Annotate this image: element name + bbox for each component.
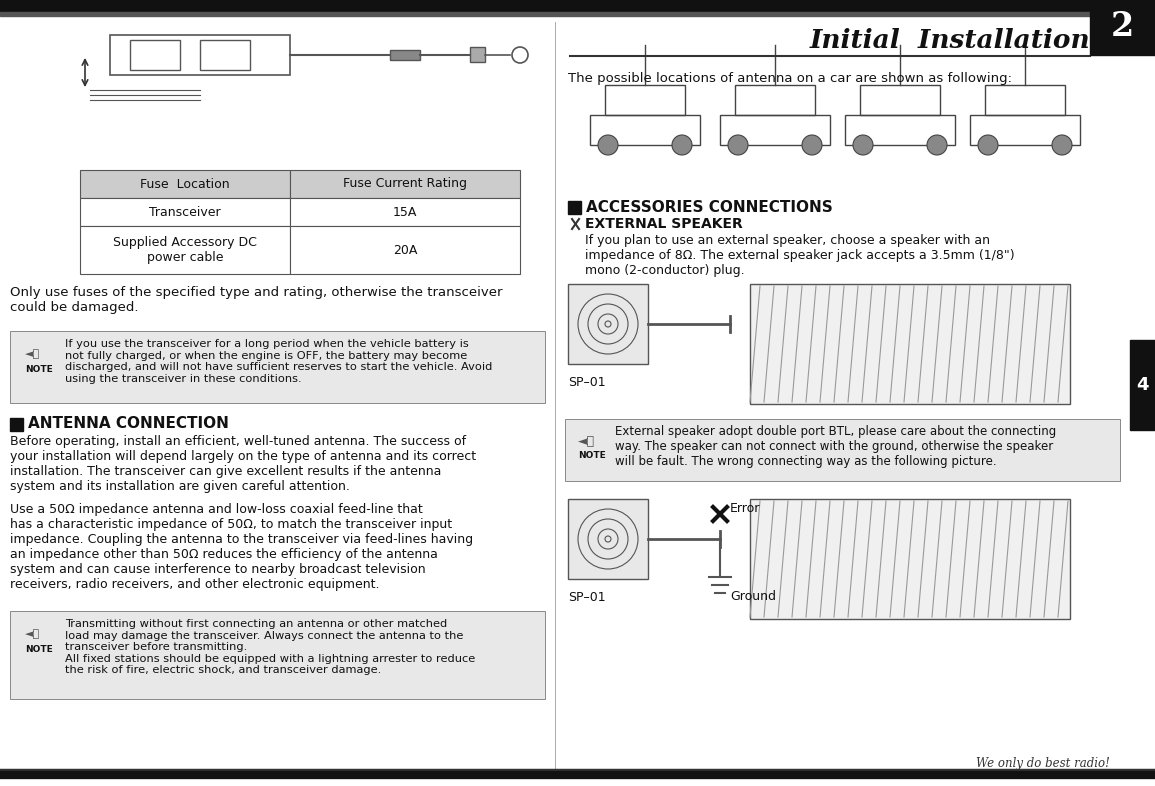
- Text: Fuse  Location: Fuse Location: [140, 178, 230, 190]
- Bar: [860, 85, 940, 115]
- Bar: [845, 115, 955, 145]
- Bar: [290, 226, 520, 274]
- Text: 20A: 20A: [393, 244, 417, 256]
- Circle shape: [927, 135, 947, 155]
- Bar: [80, 170, 290, 198]
- Circle shape: [854, 135, 873, 155]
- Text: ◄⧖: ◄⧖: [25, 349, 40, 359]
- Text: NOTE: NOTE: [25, 365, 53, 374]
- Text: Transceiver: Transceiver: [149, 205, 221, 219]
- Bar: [200, 40, 249, 70]
- Bar: [568, 284, 648, 364]
- Bar: [10, 331, 545, 403]
- Text: If you use the transceiver for a long period when the vehicle battery is
not ful: If you use the transceiver for a long pe…: [65, 339, 492, 384]
- Bar: [985, 85, 1065, 115]
- Text: 15A: 15A: [393, 205, 417, 219]
- Bar: [390, 50, 420, 60]
- Text: Only use fuses of the specified type and rating, otherwise the transceiver
could: Only use fuses of the specified type and…: [10, 286, 502, 314]
- Text: 2: 2: [1110, 10, 1133, 43]
- Circle shape: [728, 135, 748, 155]
- Bar: [1130, 340, 1155, 430]
- Bar: [1090, 0, 1155, 55]
- Text: Before operating, install an efficient, well-tuned antenna. The success of
your : Before operating, install an efficient, …: [10, 435, 476, 493]
- Text: Use a 50Ω impedance antenna and low-loss coaxial feed-line that
has a characteri: Use a 50Ω impedance antenna and low-loss…: [10, 503, 474, 591]
- Text: We only do best radio!: We only do best radio!: [976, 756, 1110, 769]
- Bar: [0, 0, 1155, 12]
- Text: Initial  Installation: Initial Installation: [810, 28, 1090, 53]
- Bar: [605, 85, 685, 115]
- Text: NOTE: NOTE: [25, 645, 53, 654]
- Circle shape: [672, 135, 692, 155]
- Bar: [290, 170, 520, 198]
- Bar: [568, 499, 648, 579]
- Text: EXTERNAL SPEAKER: EXTERNAL SPEAKER: [584, 217, 743, 231]
- Bar: [720, 115, 830, 145]
- Text: Supplied Accessory DC
power cable: Supplied Accessory DC power cable: [113, 236, 256, 264]
- Bar: [110, 35, 290, 75]
- Circle shape: [802, 135, 822, 155]
- Bar: [10, 418, 23, 431]
- Bar: [970, 115, 1080, 145]
- Text: Ground: Ground: [730, 590, 776, 604]
- Text: SP–01: SP–01: [568, 376, 605, 389]
- Bar: [131, 40, 180, 70]
- Text: ◄⧖: ◄⧖: [578, 435, 595, 448]
- Text: The possible locations of antenna on a car are shown as following:: The possible locations of antenna on a c…: [568, 72, 1012, 85]
- Text: SP–01: SP–01: [568, 591, 605, 604]
- Bar: [590, 115, 700, 145]
- Text: Transmitting without first connecting an antenna or other matched
load may damag: Transmitting without first connecting an…: [65, 619, 475, 675]
- Text: If you plan to use an external speaker, choose a speaker with an
impedance of 8Ω: If you plan to use an external speaker, …: [584, 234, 1014, 277]
- Bar: [750, 284, 1070, 404]
- Bar: [80, 198, 290, 226]
- Circle shape: [598, 135, 618, 155]
- Bar: [290, 198, 520, 226]
- Bar: [470, 47, 485, 62]
- Bar: [0, 12, 1155, 16]
- Bar: [10, 611, 545, 699]
- Bar: [735, 85, 815, 115]
- Text: 4: 4: [1135, 376, 1148, 394]
- Bar: [568, 201, 581, 214]
- Circle shape: [1052, 135, 1072, 155]
- Text: ANTENNA CONNECTION: ANTENNA CONNECTION: [28, 417, 229, 432]
- Text: Fuse Current Rating: Fuse Current Rating: [343, 178, 467, 190]
- Bar: [565, 419, 1120, 481]
- Text: NOTE: NOTE: [578, 451, 605, 460]
- Text: ACCESSORIES CONNECTIONS: ACCESSORIES CONNECTIONS: [586, 200, 833, 215]
- Text: ◄⧖: ◄⧖: [25, 629, 40, 639]
- Text: External speaker adopt double port BTL, please care about the connecting
way. Th: External speaker adopt double port BTL, …: [614, 425, 1057, 468]
- Text: Error: Error: [730, 502, 760, 516]
- Bar: [80, 226, 290, 274]
- Circle shape: [978, 135, 998, 155]
- Bar: [750, 499, 1070, 619]
